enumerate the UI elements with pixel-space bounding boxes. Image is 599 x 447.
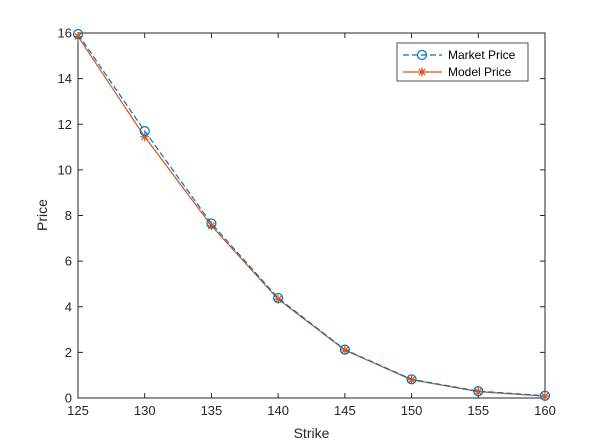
x-tick-label: 130 — [134, 403, 156, 418]
series-line-market — [77, 33, 546, 397]
y-tick-label: 16 — [58, 26, 72, 41]
x-tick-label: 160 — [534, 403, 556, 418]
y-tick-label: 14 — [58, 71, 72, 86]
market-price-point — [339, 344, 350, 355]
market-price-point — [273, 292, 284, 304]
axis-ticks: 125 130 135 140 145 150 155 160 0 2 4 6 8 10 12 14 16 — [58, 26, 556, 419]
market-price-point — [406, 374, 417, 385]
market-price-point — [139, 125, 150, 137]
x-tick-label: 125 — [67, 403, 89, 418]
market-price-point — [206, 218, 217, 229]
market-price-point — [473, 386, 484, 397]
legend: Market Price Model Price — [396, 42, 529, 82]
x-tick-label: 155 — [467, 403, 489, 418]
legend-marker-model — [417, 67, 427, 77]
x-tick-label: 150 — [401, 403, 423, 418]
y-tick-label: 6 — [65, 254, 72, 269]
model-price-point — [206, 221, 216, 231]
model-price-point — [73, 31, 83, 41]
model-price-point — [473, 387, 483, 397]
x-tick-label: 145 — [334, 403, 356, 418]
market-price-point — [72, 29, 84, 40]
model-price-point — [407, 375, 417, 385]
y-tick-label: 8 — [65, 208, 72, 223]
y-tick-label: 0 — [65, 391, 72, 406]
legend-label-model: Model Price — [448, 65, 512, 79]
y-tick-label: 12 — [58, 117, 72, 132]
plot-area — [77, 32, 546, 399]
y-tick-label: 4 — [65, 299, 72, 314]
model-price-point — [540, 391, 550, 401]
model-price-point — [340, 345, 350, 355]
legend-marker-market — [416, 49, 428, 61]
market-price-point — [539, 390, 551, 401]
y-axis-label: Price — [34, 199, 50, 231]
y-tick-label: 2 — [65, 345, 72, 360]
x-tick-label: 135 — [201, 403, 223, 418]
x-tick-label: 140 — [267, 403, 289, 418]
y-tick-label: 10 — [58, 162, 72, 177]
series-layer — [72, 29, 551, 401]
legend-star-shape — [417, 67, 427, 77]
legend-label-market: Market Price — [448, 48, 516, 62]
x-axis-label: Strike — [294, 425, 330, 441]
